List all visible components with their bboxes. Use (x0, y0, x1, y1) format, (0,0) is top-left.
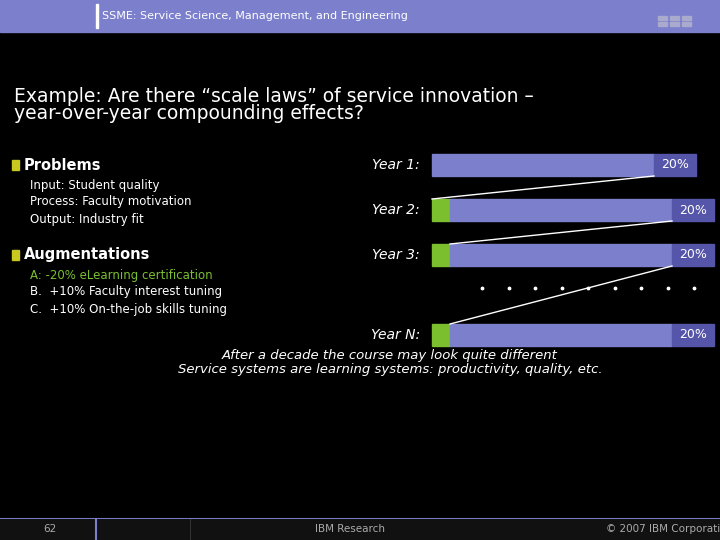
Bar (658, 22, 667, 26)
Text: Input: Student quality: Input: Student quality (30, 179, 160, 192)
Text: C.  +10% On-the-job skills tuning: C. +10% On-the-job skills tuning (30, 302, 227, 315)
Text: Year 1:: Year 1: (372, 158, 420, 172)
Bar (682, 16, 691, 20)
Text: Year N:: Year N: (371, 328, 420, 342)
Text: Augmentations: Augmentations (24, 247, 150, 262)
Bar (450, 324, 672, 346)
Text: SSME: Service Science, Management, and Engineering: SSME: Service Science, Management, and E… (102, 11, 408, 21)
Bar (0, 0, 720, 32)
Text: B.  +10% Faculty interest tuning: B. +10% Faculty interest tuning (30, 286, 222, 299)
Text: Service systems are learning systems: productivity, quality, etc.: Service systems are learning systems: pr… (178, 363, 603, 376)
Bar (658, 16, 667, 20)
Bar (12, 160, 19, 170)
Text: 20%: 20% (679, 204, 707, 217)
Bar (432, 244, 450, 266)
Bar (0, 518, 720, 540)
Bar (672, 199, 714, 221)
Text: Year 3:: Year 3: (372, 248, 420, 262)
Text: Year 2:: Year 2: (372, 203, 420, 217)
Text: IBM Research: IBM Research (315, 524, 385, 534)
Text: 20%: 20% (679, 248, 707, 261)
Bar (654, 154, 696, 176)
Bar (672, 244, 714, 266)
Text: A: -20% eLearning certification: A: -20% eLearning certification (30, 268, 212, 281)
Text: © 2007 IBM Corporation: © 2007 IBM Corporation (606, 524, 720, 534)
Bar (450, 244, 672, 266)
Text: 20%: 20% (679, 328, 707, 341)
Text: year-over-year compounding effects?: year-over-year compounding effects? (14, 104, 364, 123)
Text: 62: 62 (43, 524, 57, 534)
Text: Example: Are there “scale laws” of service innovation –: Example: Are there “scale laws” of servi… (14, 87, 534, 106)
Text: 20%: 20% (661, 159, 689, 172)
Text: Problems: Problems (24, 158, 102, 172)
Bar (432, 154, 654, 176)
Bar (670, 16, 679, 20)
Bar (670, 22, 679, 26)
Text: Output: Industry fit: Output: Industry fit (30, 213, 144, 226)
Bar (672, 324, 714, 346)
Text: After a decade the course may look quite different: After a decade the course may look quite… (222, 349, 558, 362)
Bar (682, 22, 691, 26)
Bar (432, 199, 450, 221)
Bar (432, 324, 450, 346)
Bar (96, 4, 98, 28)
Bar (450, 199, 672, 221)
Text: Process: Faculty motivation: Process: Faculty motivation (30, 195, 192, 208)
Bar (12, 250, 19, 260)
